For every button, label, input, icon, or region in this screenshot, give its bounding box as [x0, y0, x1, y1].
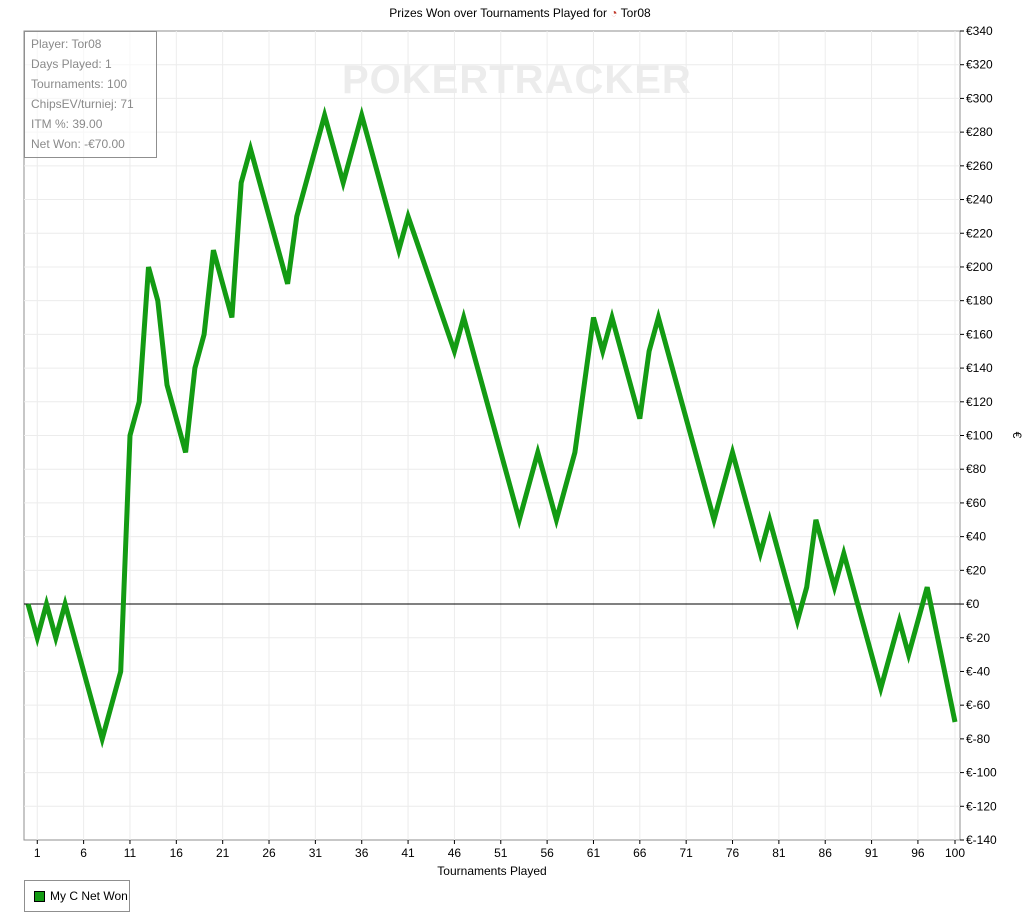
- x-tick-label: 11: [124, 846, 137, 860]
- x-tick-label: 76: [726, 846, 740, 860]
- x-tick-label: 81: [772, 846, 786, 860]
- y-tick-label: €-40: [966, 664, 990, 678]
- x-tick-label: 51: [494, 846, 508, 860]
- stats-days-played: Days Played: 1: [31, 57, 112, 71]
- stats-itm: ITM %: 39.00: [31, 117, 103, 131]
- x-tick-label: 61: [587, 846, 601, 860]
- y-tick-label: €300: [966, 91, 993, 105]
- x-tick-label: 46: [448, 846, 462, 860]
- x-tick-label: 31: [309, 846, 323, 860]
- x-tick-label: 26: [262, 846, 276, 860]
- y-axis-ticks: €340 €320 €300 €280 €260 €240 €220 €200 €180 €160…: [960, 24, 997, 847]
- y-tick-label: €-140: [966, 833, 997, 847]
- stats-net-won: Net Won: -€70.00: [31, 137, 125, 151]
- x-tick-label: 36: [355, 846, 369, 860]
- y-tick-label: €-60: [966, 698, 990, 712]
- stats-tournaments: Tournaments: 100: [31, 77, 128, 91]
- y-tick-label: €340: [966, 24, 993, 38]
- y-tick-label: €180: [966, 294, 993, 308]
- y-tick-label: €-100: [966, 766, 997, 780]
- x-tick-label: 91: [865, 846, 879, 860]
- y-tick-label: €280: [966, 125, 993, 139]
- x-axis-ticks: 1 6 11 16 21 26 31 36 41 46 51 56 61 66 71 76 81 86 91 96 10…: [34, 840, 965, 860]
- x-tick-label: 41: [401, 846, 415, 860]
- stats-box: Player: Tor08 Days Played: 1 Tournaments…: [24, 31, 157, 158]
- legend-swatch: [34, 890, 45, 902]
- stats-chipsev: ChipsEV/turniej: 71: [31, 97, 134, 111]
- y-tick-label: €160: [966, 327, 993, 341]
- y-tick-label: €140: [966, 361, 993, 375]
- x-tick-label: 86: [819, 846, 833, 860]
- stats-player: Player: Tor08: [31, 37, 102, 51]
- y-tick-label: €260: [966, 159, 993, 173]
- y-tick-label: €60: [966, 496, 986, 510]
- x-tick-label: 71: [679, 846, 693, 860]
- legend[interactable]: My C Net Won: [24, 880, 130, 912]
- x-axis-title: Tournaments Played: [437, 864, 546, 878]
- x-tick-label: 96: [911, 846, 925, 860]
- y-tick-label: €20: [966, 563, 986, 577]
- y-tick-label: €-80: [966, 732, 990, 746]
- legend-label: My C Net Won: [50, 889, 128, 903]
- y-tick-label: €320: [966, 58, 993, 72]
- y-tick-label: €240: [966, 193, 993, 207]
- x-tick-label: 6: [80, 846, 87, 860]
- y-tick-label: €220: [966, 226, 993, 240]
- y-tick-label: €120: [966, 395, 993, 409]
- chart-title: Prizes Won over Tournaments Played for ◔…: [389, 6, 651, 20]
- x-tick-label: 56: [540, 846, 554, 860]
- series-line-net-won: [25, 105, 958, 749]
- y-tick-label: €-20: [966, 631, 990, 645]
- y-tick-label: €-120: [966, 799, 997, 813]
- y-tick-label: €40: [966, 530, 986, 544]
- poker-chip-icon: ◔: [610, 6, 620, 20]
- y-tick-label: €100: [966, 429, 993, 443]
- x-tick-label: 16: [170, 846, 184, 860]
- y-tick-label: €200: [966, 260, 993, 274]
- x-tick-label: 21: [216, 846, 230, 860]
- x-tick-label: 1: [34, 846, 41, 860]
- watermark-logo: POKERTRACKER: [342, 58, 692, 102]
- y-tick-label: €0: [966, 597, 980, 611]
- x-tick-label: 100: [945, 846, 965, 860]
- chart-title-player: Tor08: [621, 6, 651, 20]
- y-axis-title: €: [1010, 432, 1024, 439]
- series-layer: [25, 105, 958, 749]
- y-tick-label: €80: [966, 462, 986, 476]
- x-tick-label: 66: [633, 846, 647, 860]
